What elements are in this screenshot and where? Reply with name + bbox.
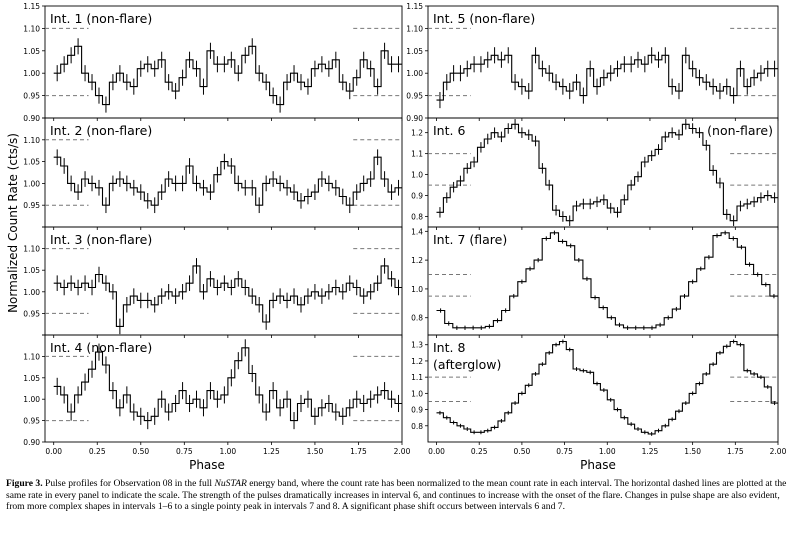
y-tick-label: 1.10 <box>23 245 40 254</box>
y-tick-label: 1.0 <box>411 285 423 294</box>
y-tick-label: 1.2 <box>411 357 423 366</box>
y-tick-label: 1.0 <box>411 171 423 180</box>
panel-title: Int. 1 (non-flare) <box>50 11 152 26</box>
chart-panel-2: 0.95 1.00 1.05 1.10 Int. 2 (non-flare) <box>23 117 403 230</box>
chart-panel-6: 0.8 0.9 1.0 1.1 1.2 Int. 6 (non-flare) <box>411 117 779 230</box>
x-tick-label: 0.00 <box>428 447 445 456</box>
y-tick-label: 1.05 <box>23 158 40 167</box>
pulse-profile-step-line <box>53 45 402 106</box>
pulse-profile-step-line <box>53 156 402 206</box>
y-tick-label: 1.0 <box>411 389 423 398</box>
y-tick-label: 1.10 <box>406 24 423 33</box>
caption-label: Figure 3. <box>6 478 43 489</box>
pulse-profile-step-line <box>53 265 402 327</box>
panel-title: Int. 4 (non-flare) <box>50 340 152 355</box>
panel-frame <box>427 334 779 443</box>
pulse-profile-step-line <box>436 340 778 435</box>
panel-title-secondary: (non-flare) <box>707 123 773 138</box>
y-tick-label: 0.95 <box>23 417 40 426</box>
y-tick-label: 1.00 <box>23 69 40 78</box>
y-tick-label: 1.00 <box>23 179 40 188</box>
y-tick-label: 1.15 <box>23 2 40 11</box>
panel-title: Int. 2 (non-flare) <box>50 123 152 138</box>
y-axis-label: Normalized Count Rate (cts/s) <box>6 133 20 313</box>
y-tick-label: 1.05 <box>23 374 40 383</box>
x-tick-label: 1.75 <box>727 447 744 456</box>
y-tick-label: 1.05 <box>23 47 40 56</box>
pulse-profile-step-line <box>436 232 778 329</box>
y-tick-label: 1.00 <box>23 395 40 404</box>
panel-title: Int. 6 <box>433 123 465 138</box>
x-tick-label: 1.25 <box>642 447 659 456</box>
chart-panel-4: 0.90 0.95 1.00 1.05 1.10 0.00 0.25 0.50 0.75 1.00… <box>23 334 411 456</box>
x-tick-label: 0.25 <box>89 447 106 456</box>
chart-panel-5: 0.90 0.95 1.00 1.05 1.10 1.15 Int. 5 (non-flar… <box>406 2 779 123</box>
chart-panel-8: 0.8 0.9 1.0 1.1 1.2 1.3 0.00 0.25 0.50 0.75 1.00 1.… <box>411 334 787 456</box>
chart-panel-3: 0.95 1.00 1.05 1.10 Int. 3 (non-flare) <box>23 226 403 338</box>
y-tick-label: 0.90 <box>406 114 423 123</box>
y-tick-label: 0.9 <box>411 406 423 415</box>
caption-text-2: energy band, where the count rate has be… <box>6 478 787 513</box>
figure-caption: Figure 3. Pulse profiles for Observation… <box>6 478 794 513</box>
x-tick-label: 1.00 <box>599 447 616 456</box>
y-tick-label: 0.8 <box>411 314 423 323</box>
x-tick-label: 1.50 <box>307 447 324 456</box>
y-tick-label: 0.9 <box>411 192 423 201</box>
x-tick-label: 0.50 <box>514 447 531 456</box>
panel-title: Int. 8 <box>433 340 465 355</box>
y-tick-label: 0.95 <box>23 201 40 210</box>
x-tick-label: 0.50 <box>132 447 149 456</box>
y-tick-label: 0.90 <box>23 438 40 447</box>
panel-frame <box>44 334 403 443</box>
panel-title: Int. 7 (flare) <box>433 232 507 247</box>
y-tick-label: 1.05 <box>23 266 40 275</box>
y-tick-label: 0.8 <box>411 422 423 431</box>
pulse-profile-step-line <box>436 54 778 101</box>
y-tick-label: 0.95 <box>23 309 40 318</box>
y-tick-label: 1.15 <box>406 2 423 11</box>
chart-panel-7: 0.8 1.0 1.2 1.4 Int. 7 (flare) <box>411 226 779 338</box>
chart-panel-1: 0.90 0.95 1.00 1.05 1.10 1.15 Int. 1 (non-flar… <box>23 2 403 123</box>
y-tick-label: 1.10 <box>23 352 40 361</box>
y-tick-label: 0.95 <box>406 92 423 101</box>
x-tick-label: 1.25 <box>263 447 280 456</box>
y-tick-label: 1.10 <box>23 24 40 33</box>
x-tick-label: 0.75 <box>176 447 193 456</box>
y-tick-label: 1.05 <box>406 47 423 56</box>
x-tick-label: 2.00 <box>394 447 411 456</box>
x-tick-label: 0.25 <box>471 447 488 456</box>
y-tick-label: 0.95 <box>23 92 40 101</box>
x-tick-label: 2.00 <box>770 447 787 456</box>
y-tick-label: 1.10 <box>23 136 40 145</box>
caption-text-1: Pulse profiles for Observation 08 in the… <box>42 478 215 489</box>
x-tick-label: 1.75 <box>350 447 367 456</box>
y-tick-label: 0.8 <box>411 213 423 222</box>
y-tick-label: 1.2 <box>411 129 423 138</box>
x-tick-label: 0.00 <box>45 447 62 456</box>
y-tick-label: 1.2 <box>411 256 423 265</box>
y-tick-label: 1.3 <box>411 341 423 350</box>
y-tick-label: 0.90 <box>23 114 40 123</box>
y-tick-label: 1.00 <box>23 288 40 297</box>
panel-title: Int. 3 (non-flare) <box>50 232 152 247</box>
y-tick-label: 1.00 <box>406 69 423 78</box>
x-axis-label-left: Phase <box>189 458 225 472</box>
pulse-profile-step-line <box>436 123 778 222</box>
panel-title: Int. 5 (non-flare) <box>433 11 535 26</box>
panel-title-secondary: (afterglow) <box>433 357 501 372</box>
caption-italic: NuSTAR <box>214 478 247 489</box>
x-axis-label-right: Phase <box>580 458 616 472</box>
x-tick-label: 1.00 <box>220 447 237 456</box>
y-tick-label: 1.1 <box>411 373 423 382</box>
y-tick-label: 1.1 <box>411 150 423 159</box>
y-tick-label: 1.4 <box>411 227 423 236</box>
x-tick-label: 0.75 <box>556 447 573 456</box>
pulse-profile-figure: 0.90 0.95 1.00 1.05 1.10 1.15 Int. 1 (non-flar… <box>6 2 787 472</box>
x-tick-label: 1.50 <box>684 447 701 456</box>
